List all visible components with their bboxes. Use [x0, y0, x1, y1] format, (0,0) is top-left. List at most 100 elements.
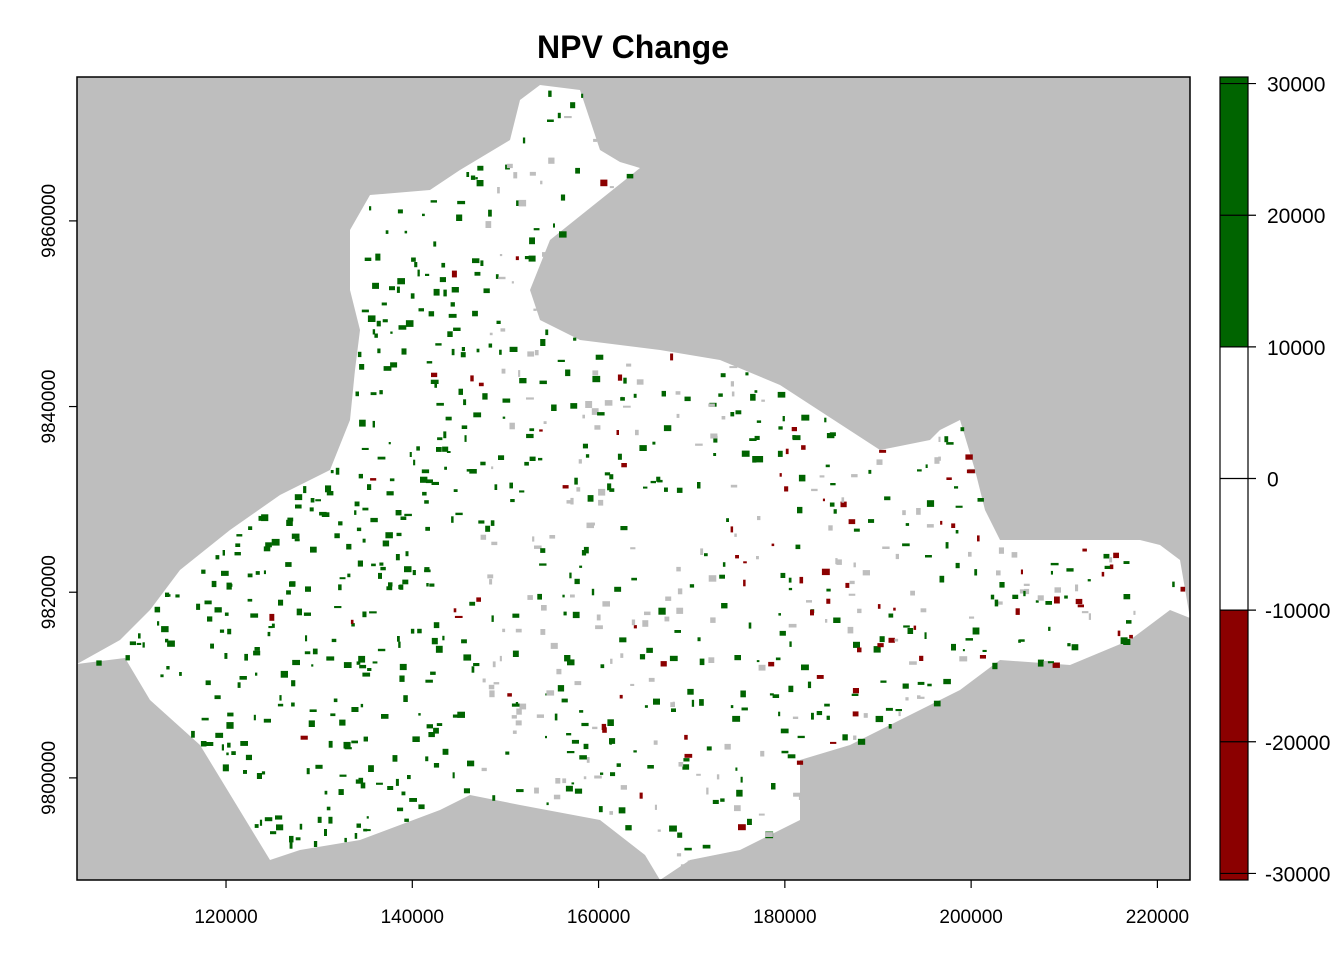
raster-cell [401, 348, 407, 355]
raster-cell [905, 523, 910, 526]
raster-cell [842, 734, 848, 741]
raster-cell [457, 200, 466, 205]
raster-cell [917, 681, 925, 685]
raster-cell [491, 615, 494, 622]
raster-cell [399, 675, 405, 682]
raster-cell [516, 200, 520, 206]
raster-cell [231, 751, 236, 755]
raster-cell [480, 461, 486, 466]
raster-cell [402, 579, 409, 585]
raster-cell [286, 519, 293, 526]
raster-cell [247, 598, 253, 602]
raster-cell [359, 364, 365, 370]
raster-cell [276, 824, 284, 831]
raster-cell [512, 613, 520, 618]
raster-cell [214, 695, 221, 700]
raster-cell [873, 646, 881, 653]
raster-cell [696, 773, 701, 776]
raster-cell [498, 455, 505, 460]
raster-cell [430, 671, 436, 675]
raster-cell [566, 733, 572, 736]
raster-cell [385, 532, 393, 539]
raster-cell [201, 569, 206, 574]
raster-cell [275, 815, 283, 820]
raster-cell [480, 534, 487, 540]
raster-cell [286, 590, 291, 595]
raster-cell [434, 383, 437, 388]
raster-cell [407, 775, 411, 780]
raster-cell [720, 373, 726, 378]
raster-cell [732, 715, 741, 722]
raster-cell [777, 391, 786, 398]
raster-cell [909, 661, 917, 665]
y-tick-label: 9800000 [39, 741, 60, 815]
x-axis: 120000 140000 160000 180000 200000 220000 [194, 880, 1189, 928]
raster-cell [565, 785, 573, 792]
raster-cell [798, 794, 805, 800]
raster-cell [684, 396, 691, 402]
raster-cell [447, 331, 453, 337]
raster-cell [376, 782, 383, 785]
raster-cell [380, 566, 386, 571]
raster-cell [620, 397, 625, 401]
raster-cell [713, 453, 717, 456]
raster-cell [422, 213, 425, 217]
raster-cell [361, 309, 369, 313]
raster-cell [485, 221, 492, 228]
raster-cell [852, 711, 859, 717]
raster-cell [1018, 639, 1021, 643]
raster-cell [455, 512, 463, 516]
raster-cell [734, 805, 741, 812]
raster-cell [699, 699, 704, 706]
raster-cell [848, 593, 856, 596]
raster-cell [305, 635, 308, 642]
x-tick-label: 120000 [194, 907, 257, 928]
raster-cell [355, 391, 359, 397]
raster-cell [1045, 601, 1052, 605]
raster-cell [876, 459, 883, 465]
raster-cell [626, 363, 632, 367]
raster-cell [487, 574, 494, 579]
raster-cell [441, 262, 446, 268]
raster-cell [509, 422, 515, 430]
raster-cell [433, 288, 440, 296]
raster-cell [334, 606, 342, 609]
raster-cell [1066, 568, 1074, 572]
raster-cell [375, 253, 381, 261]
raster-cell [670, 353, 674, 361]
raster-cell [410, 293, 415, 299]
raster-cell [351, 623, 355, 627]
raster-cell [718, 393, 723, 397]
raster-cell [775, 657, 781, 661]
raster-cell [366, 816, 369, 819]
raster-cell [657, 479, 663, 483]
raster-cell [418, 804, 425, 810]
raster-cell [451, 287, 459, 293]
raster-cell [788, 623, 797, 628]
raster-cell [650, 480, 656, 484]
raster-cell [1082, 548, 1087, 552]
raster-cell [510, 499, 515, 503]
raster-cell [1035, 600, 1039, 603]
raster-cell [879, 449, 887, 453]
raster-cell [214, 607, 222, 613]
raster-cell [879, 636, 885, 643]
raster-cell [801, 664, 809, 671]
raster-cell [542, 252, 547, 257]
raster-cell [617, 453, 622, 460]
raster-cell [699, 658, 705, 666]
raster-cell [482, 678, 486, 683]
raster-cell [633, 393, 637, 398]
raster-cell [309, 709, 317, 712]
raster-cell [315, 764, 323, 769]
raster-cell [1120, 637, 1128, 644]
raster-cell [578, 459, 582, 464]
raster-cell [219, 629, 225, 633]
raster-cell [509, 482, 513, 489]
raster-cell [398, 641, 401, 648]
raster-cell [841, 497, 845, 503]
raster-cell [404, 566, 412, 573]
raster-cell [851, 693, 859, 696]
raster-cell [829, 502, 835, 507]
